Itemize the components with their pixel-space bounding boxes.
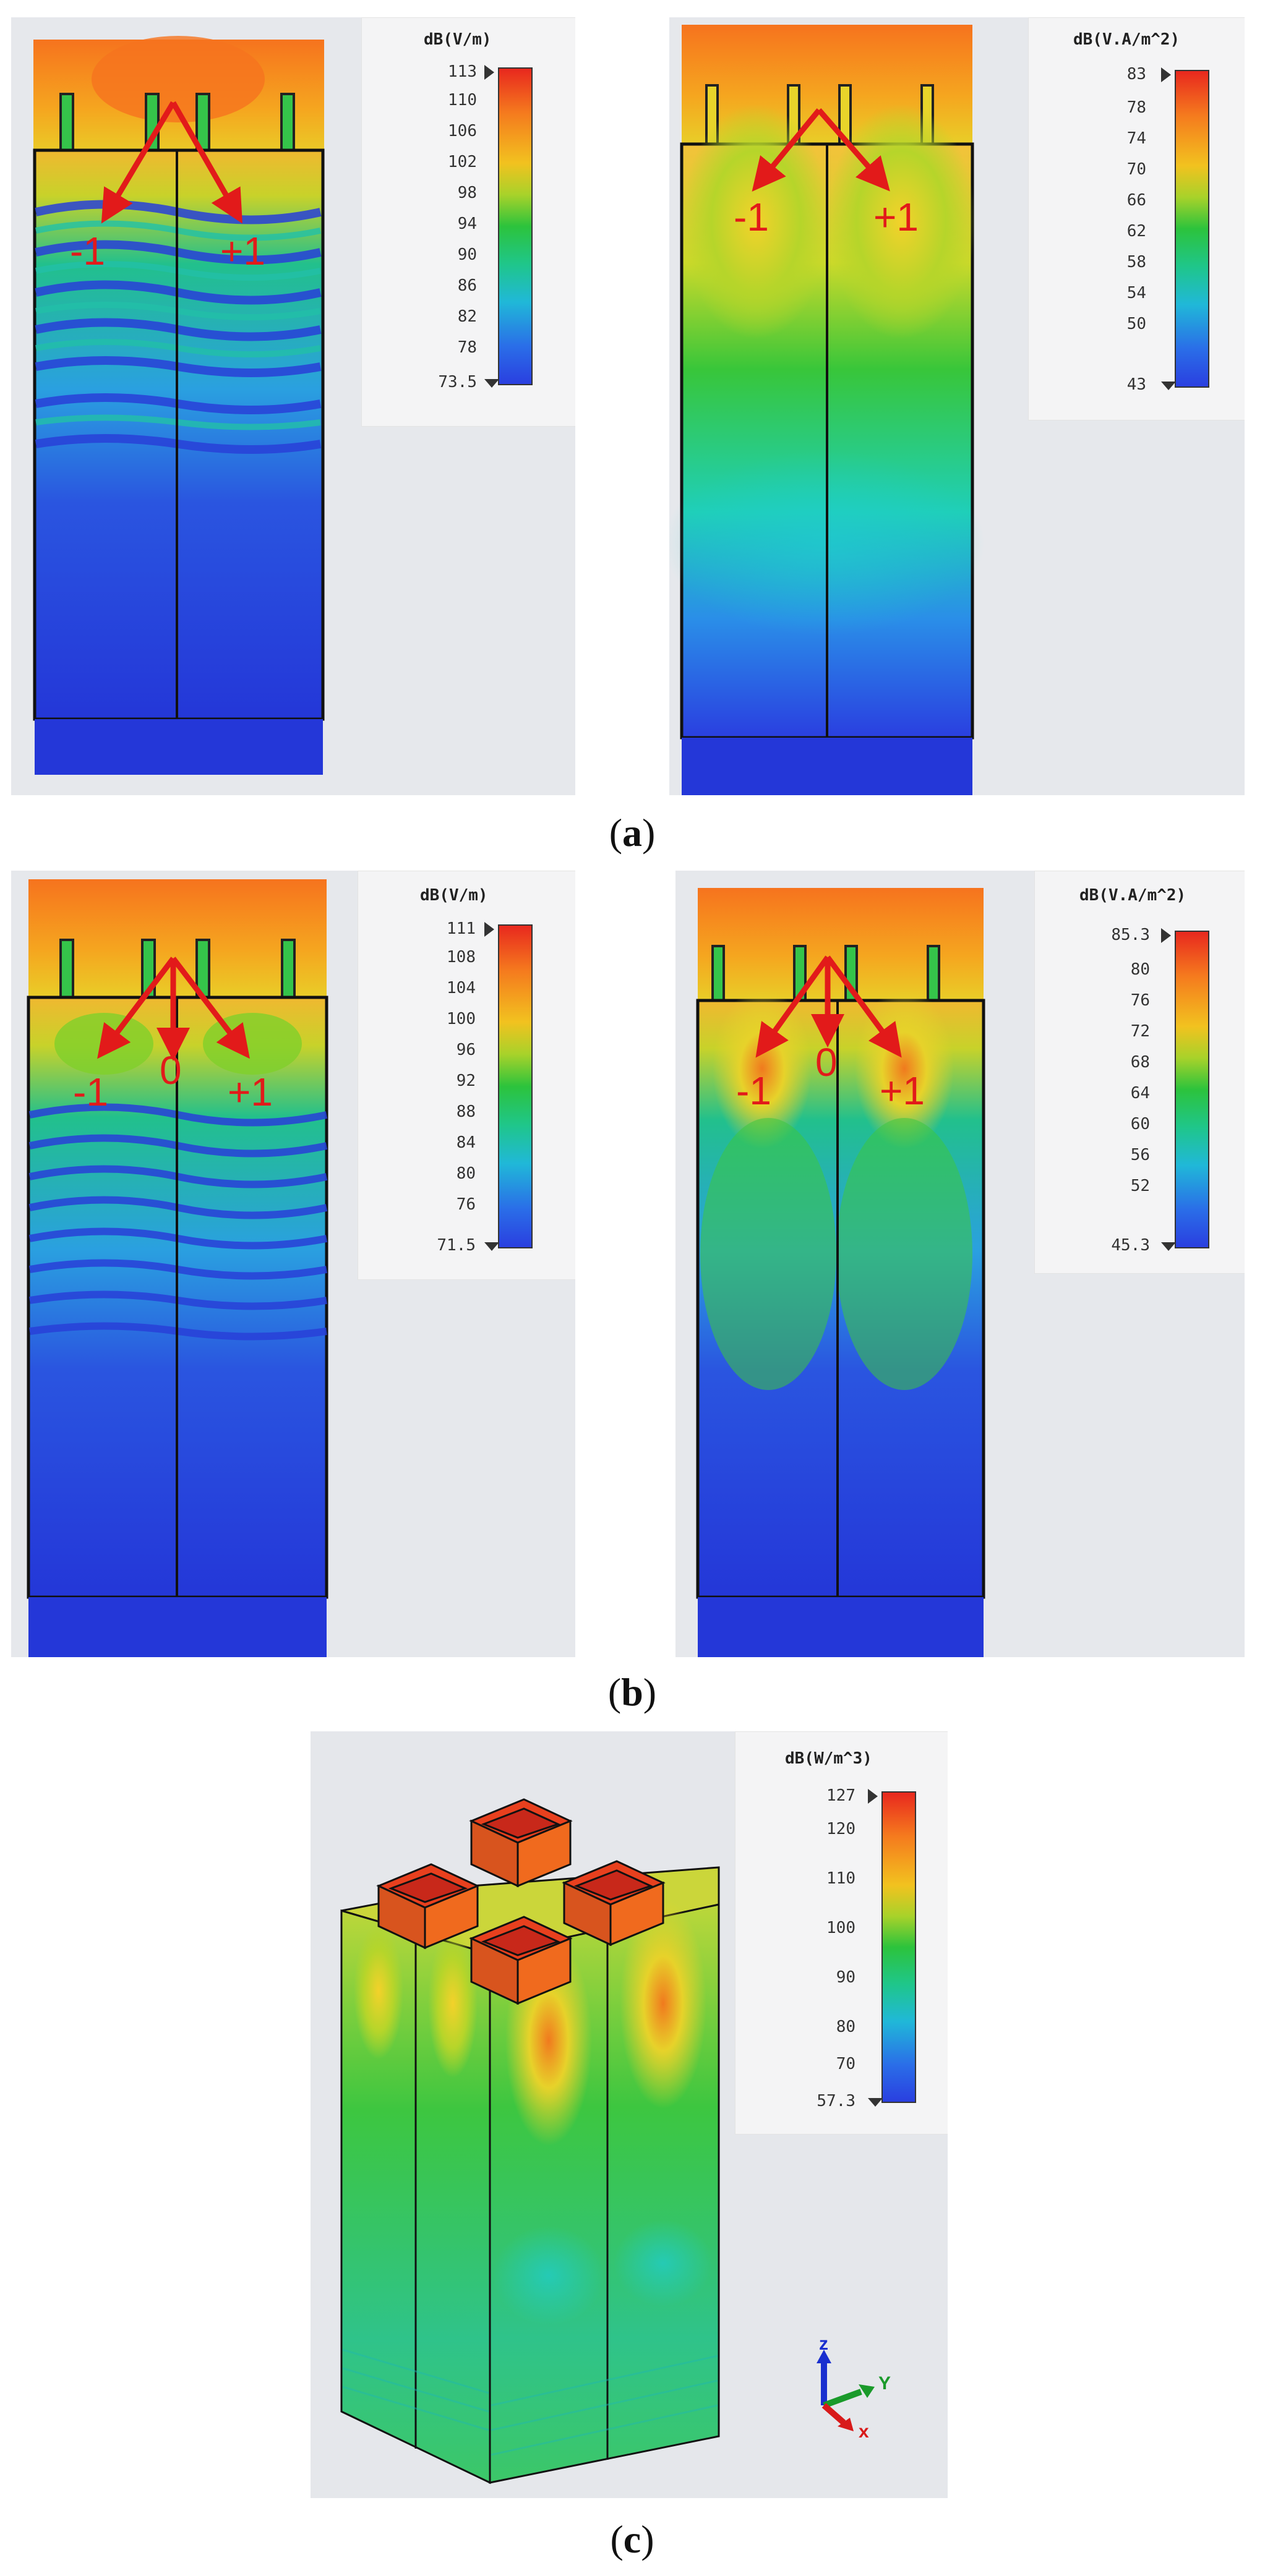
- panel-b-left: -1 0 +1 dB(V/m) 111 108 104 100 96 92 88…: [11, 871, 575, 1657]
- legend-unit: dB(V.A/m^2): [1079, 886, 1186, 905]
- order-label-plus1: +1: [228, 1070, 273, 1114]
- legend-tick: 78: [1126, 98, 1146, 117]
- legend-tick: 76: [456, 1195, 476, 1214]
- legend-tick: 90: [836, 1968, 855, 1987]
- legend-unit: dB(W/m^3): [785, 1749, 872, 1768]
- legend-tick: 52: [1130, 1177, 1150, 1195]
- caption-b: (b): [607, 1670, 657, 1714]
- order-label-minus1: -1: [734, 195, 769, 239]
- legend-tick: 78: [457, 338, 477, 357]
- legend-max: 113: [448, 62, 477, 81]
- caption-a: (a): [609, 811, 656, 855]
- legend-tick: 76: [1130, 991, 1150, 1010]
- color-legend: dB(V.A/m^2) 85.3 80 76 72 68 64 60 56 52…: [1034, 871, 1245, 1274]
- axis-triad: z Y x: [817, 2334, 891, 2442]
- legend-tick: 88: [456, 1102, 476, 1121]
- legend-tick: 92: [456, 1072, 476, 1090]
- legend-max: 83: [1126, 65, 1146, 83]
- legend-max: 85.3: [1111, 926, 1150, 944]
- axis-label-x: x: [859, 2421, 869, 2442]
- legend-tick: 70: [836, 2055, 855, 2073]
- legend-tick: 100: [447, 1010, 476, 1028]
- color-legend: dB(V/m) 111 108 104 100 96 92 88 84 80 7…: [358, 871, 575, 1280]
- legend-min-marker: [1161, 382, 1176, 390]
- legend-tick: 80: [836, 2018, 855, 2036]
- legend-tick: 98: [457, 184, 477, 202]
- axis-label-y: Y: [878, 2373, 891, 2394]
- legend-color-bar: [1175, 931, 1209, 1248]
- legend-tick: 90: [457, 245, 477, 264]
- legend-tick: 82: [457, 307, 477, 326]
- legend-unit: dB(V.A/m^2): [1073, 30, 1180, 49]
- panel-b-right: -1 0 +1 dB(V.A/m^2) 85.3 80 76 72 68 64 …: [675, 871, 1245, 1657]
- legend-tick: 54: [1126, 284, 1146, 302]
- legend-tick: 64: [1130, 1084, 1150, 1102]
- legend-tick: 58: [1126, 253, 1146, 271]
- legend-tick: 60: [1130, 1115, 1150, 1133]
- legend-color-bar: [498, 67, 533, 385]
- legend-tick: 62: [1126, 222, 1146, 241]
- legend-min: 71.5: [437, 1236, 476, 1255]
- order-label-zero: 0: [815, 1040, 838, 1085]
- legend-max-marker: [868, 1789, 878, 1804]
- legend-color-bar: [1175, 70, 1209, 388]
- legend-color-bar: [498, 924, 533, 1248]
- legend-max-marker: [1161, 67, 1171, 82]
- legend-max: 111: [447, 919, 476, 938]
- legend-color-bar: [881, 1791, 916, 2103]
- order-label-minus1: -1: [736, 1068, 771, 1113]
- panel-a-right: -1 +1 dB(V.A/m^2) 83 78 74 70 66 62 58 5…: [669, 17, 1245, 795]
- legend-min: 45.3: [1111, 1236, 1150, 1255]
- legend-tick: 110: [826, 1869, 855, 1888]
- legend-min-marker: [484, 379, 499, 388]
- panel-c: z Y x dB(W/m^3) 127 120 110 100 90 80 70…: [311, 1731, 948, 2498]
- legend-tick: 50: [1126, 315, 1146, 333]
- color-legend: dB(V/m) 113 110 106 102 98 94 90 86 82 7…: [361, 17, 575, 427]
- order-label-zero: 0: [160, 1048, 182, 1093]
- legend-max-marker: [1161, 928, 1171, 943]
- color-legend: dB(V.A/m^2) 83 78 74 70 66 62 58 54 50 4…: [1028, 17, 1245, 420]
- order-label-minus1: -1: [70, 229, 105, 273]
- order-label-plus1: +1: [873, 195, 919, 239]
- legend-tick: 120: [826, 1820, 855, 1838]
- legend-tick: 72: [1130, 1022, 1150, 1041]
- legend-tick: 80: [456, 1164, 476, 1183]
- legend-tick: 86: [457, 276, 477, 295]
- legend-max: 127: [826, 1786, 855, 1805]
- legend-max-marker: [484, 922, 494, 937]
- legend-tick: 108: [447, 948, 476, 966]
- legend-tick: 104: [447, 979, 476, 997]
- legend-min: 43: [1126, 375, 1146, 394]
- legend-unit: dB(V/m): [424, 30, 492, 49]
- legend-tick: 80: [1130, 960, 1150, 979]
- legend-tick: 68: [1130, 1053, 1150, 1072]
- axis-label-z: z: [819, 2334, 828, 2354]
- color-legend: dB(W/m^3) 127 120 110 100 90 80 70 57.3: [735, 1731, 948, 2135]
- order-label-plus1: +1: [880, 1068, 925, 1113]
- legend-min-marker: [1161, 1242, 1176, 1251]
- order-label-plus1: +1: [220, 229, 265, 273]
- legend-unit: dB(V/m): [420, 886, 488, 905]
- legend-tick: 84: [456, 1133, 476, 1152]
- legend-tick: 70: [1126, 160, 1146, 179]
- legend-tick: 56: [1130, 1146, 1150, 1164]
- legend-tick: 106: [448, 122, 477, 140]
- legend-tick: 66: [1126, 191, 1146, 210]
- legend-min-marker: [484, 1242, 499, 1251]
- legend-tick: 102: [448, 153, 477, 171]
- legend-min-marker: [868, 2098, 883, 2107]
- legend-min: 73.5: [438, 373, 477, 391]
- legend-tick: 94: [457, 215, 477, 233]
- panel-a-left: -1 +1 dB(V/m) 113 110 106 102 98 94 90 8…: [11, 17, 575, 795]
- legend-tick: 110: [448, 91, 477, 109]
- order-label-minus1: -1: [73, 1070, 108, 1114]
- legend-min: 57.3: [817, 2092, 855, 2110]
- legend-tick: 96: [456, 1041, 476, 1059]
- caption-c: (c): [610, 2517, 654, 2561]
- legend-tick: 100: [826, 1919, 855, 1937]
- legend-tick: 74: [1126, 129, 1146, 148]
- legend-max-marker: [484, 65, 494, 80]
